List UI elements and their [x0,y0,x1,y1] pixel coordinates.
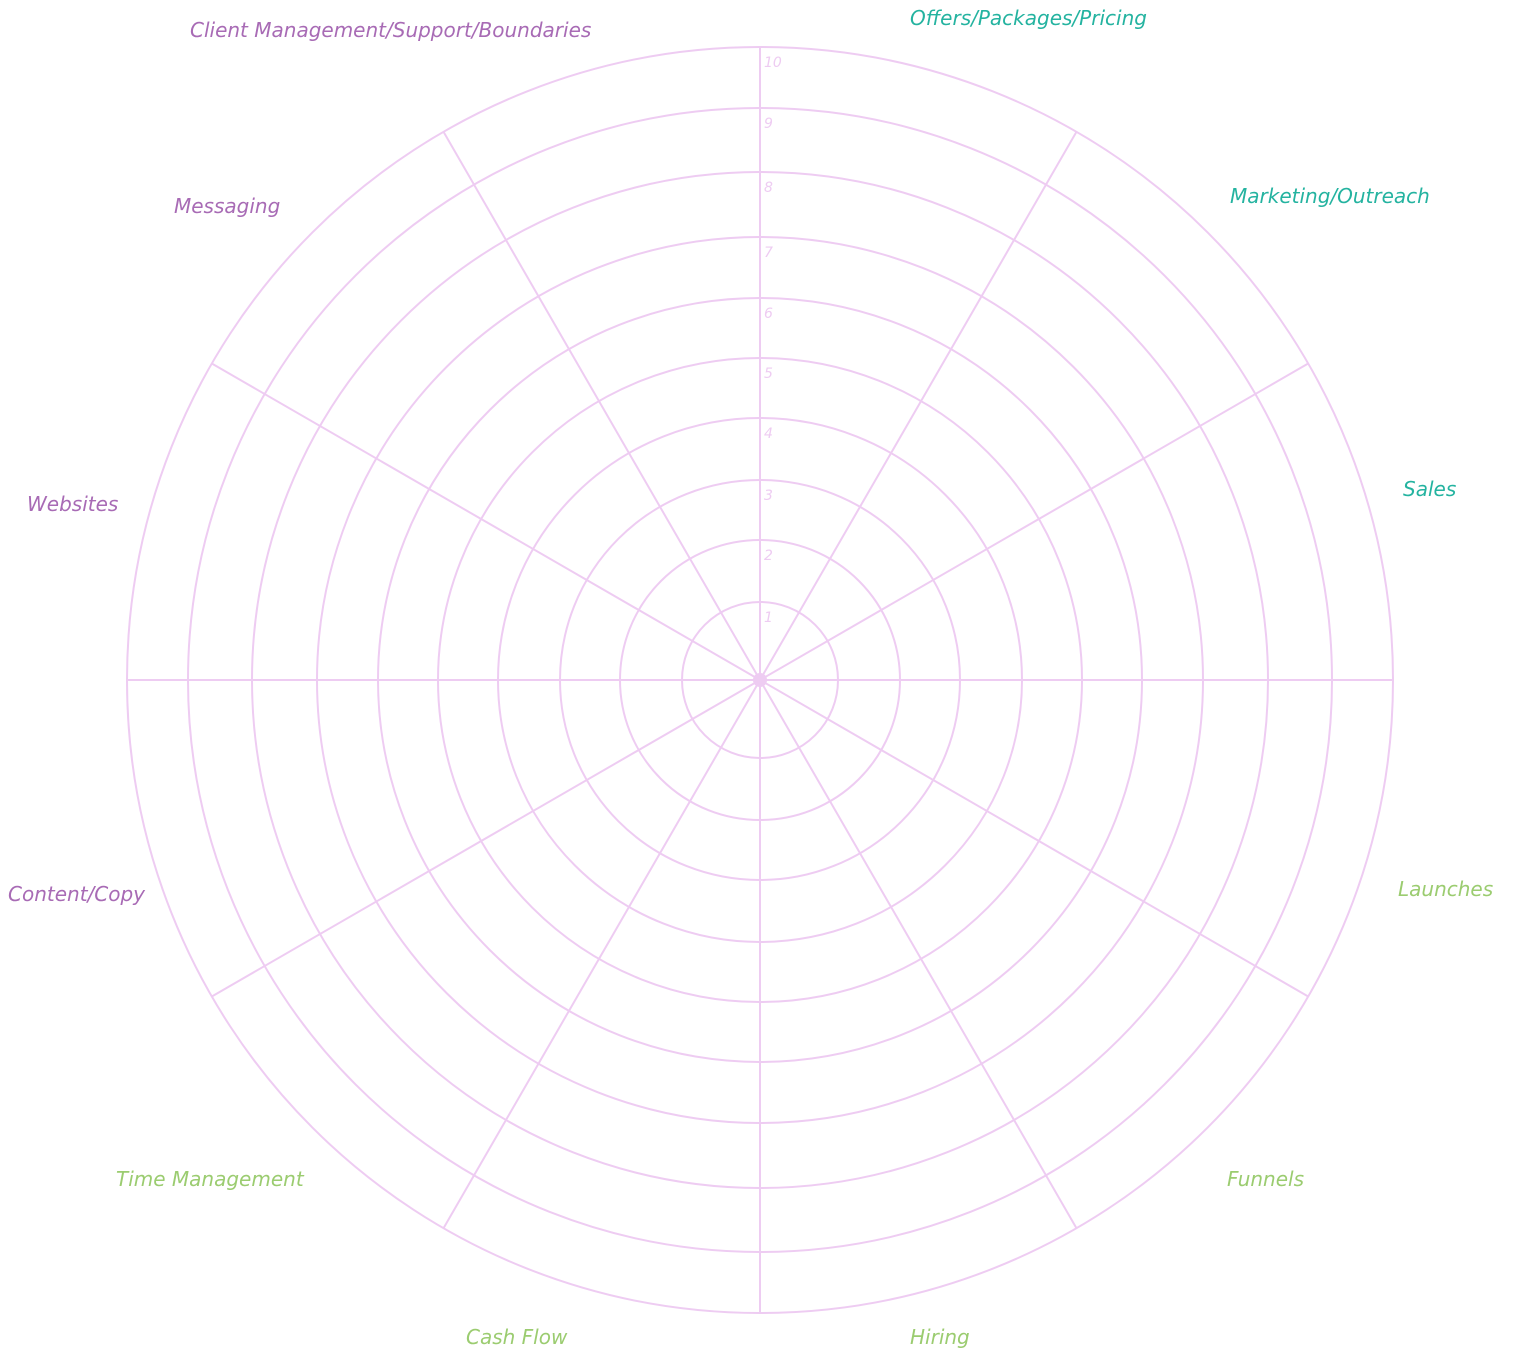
segment-divider [442,679,761,1229]
segment-label-marketing: Marketing/Outreach [1230,184,1430,208]
scale-label-6: 6 [764,306,773,322]
segment-divider [759,362,1309,681]
segment-label-sales: Sales [1403,477,1457,501]
segment-label-client-management: Client Management/Support/Boundaries [190,18,592,42]
scale-label-9: 9 [764,116,773,132]
segment-divider [759,131,1078,681]
segment-label-launches: Launches [1398,877,1494,901]
center-hub [753,673,767,687]
segment-label-content-copy: Content/Copy [8,882,146,906]
segment-label-hiring: Hiring [910,1325,970,1349]
segment-divider [759,679,1078,1229]
segment-label-websites: Websites [27,492,119,516]
rating-scale: 1 2 3 4 5 6 7 8 9 10 [764,55,782,626]
segment-label-cash-flow: Cash Flow [466,1325,568,1349]
segment-label-funnels: Funnels [1227,1167,1305,1191]
segment-divider [211,362,761,681]
scale-label-5: 5 [764,366,773,382]
segment-divider [211,679,761,998]
segment-label-messaging: Messaging [174,194,281,218]
scale-label-10: 10 [764,55,782,71]
segment-label-offers: Offers/Packages/Pricing [910,6,1147,30]
scale-label-7: 7 [764,245,773,261]
scale-label-8: 8 [764,180,773,196]
segment-label-time-management: Time Management [116,1167,304,1191]
scale-label-2: 2 [764,548,773,564]
segment-dividers [127,47,1393,1313]
segment-divider [442,131,761,681]
scale-label-4: 4 [764,426,773,442]
segment-divider [759,679,1309,998]
scale-label-1: 1 [764,610,773,626]
scale-label-3: 3 [764,488,773,504]
